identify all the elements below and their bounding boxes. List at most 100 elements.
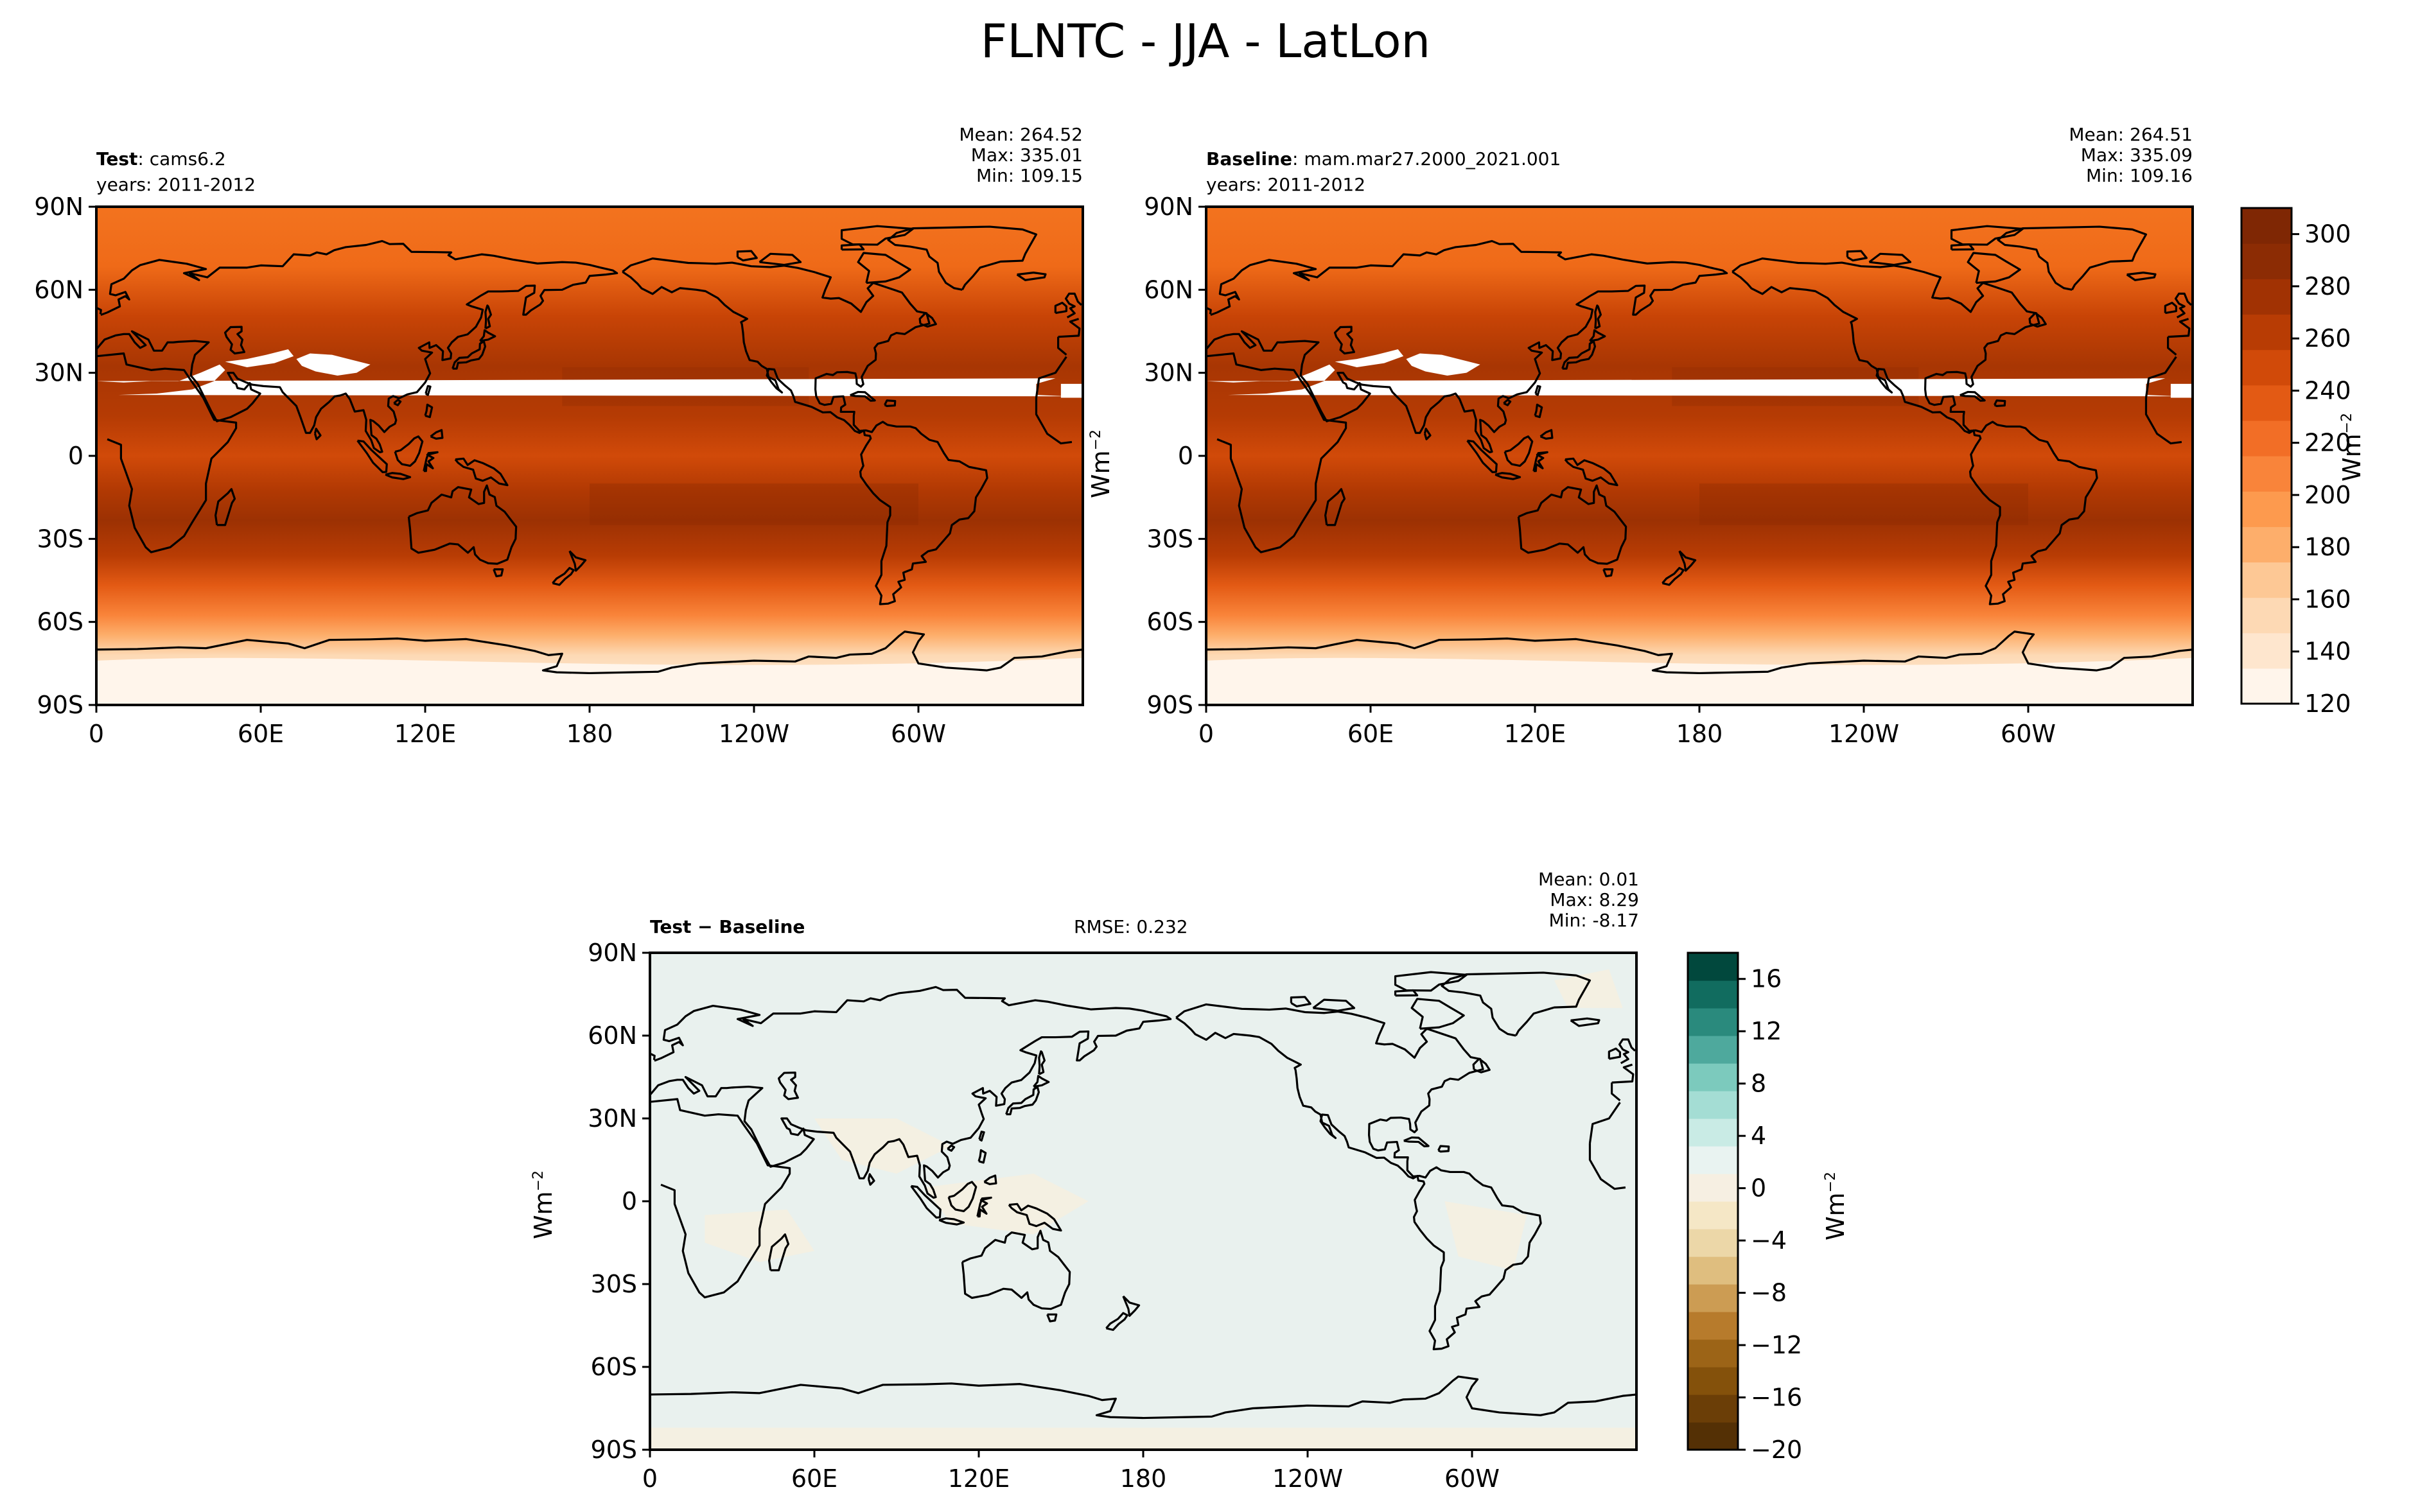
baseline-missing-patch xyxy=(1206,364,2179,397)
colorbar-top-units: Wm−2 xyxy=(2338,412,2366,482)
cbar-diff-swatch xyxy=(1688,1229,1738,1257)
cbar-top-tick-label: 200 xyxy=(2304,481,2351,509)
diff-lon-label: 120W xyxy=(1272,1464,1343,1493)
cbar-top-frame xyxy=(2240,207,2293,705)
diff-lat-label: 60N xyxy=(588,1021,637,1050)
test-lat-label: 60S xyxy=(37,608,83,636)
diff-coast-baffin xyxy=(1410,998,1465,1030)
test-coast-africa xyxy=(96,352,1073,553)
diff-coast-hokkaido xyxy=(1033,1075,1050,1088)
baseline-panel-years: years: 2011-2012 xyxy=(1206,174,1366,195)
test-coast-nz_n xyxy=(568,550,587,572)
baseline-lat-label: 60S xyxy=(1147,608,1193,636)
diff-mean: Mean: 0.01 xyxy=(1538,869,1639,890)
diff-coast-borneo xyxy=(947,1181,978,1213)
diff-coast-antarctica xyxy=(650,1375,1636,1420)
diff-coast-sulawesi xyxy=(976,1196,992,1218)
cbar-diff-tick-label: 12 xyxy=(1751,1017,1782,1045)
test-missing-patch xyxy=(225,349,294,368)
cbar-top-swatch xyxy=(2241,491,2292,527)
test-lon-label: 60E xyxy=(238,720,284,748)
baseline-coast-sulawesi xyxy=(1532,451,1548,473)
baseline-missing-patch xyxy=(2170,383,2193,398)
baseline-lat-label: 60N xyxy=(1144,275,1193,304)
test-coast-antarctica xyxy=(96,630,1083,675)
diff-coast-banks xyxy=(1290,996,1311,1008)
diff-max: Max: 8.29 xyxy=(1550,889,1639,910)
diff-coast-britain xyxy=(650,1038,1636,1064)
diff-coast-caspian xyxy=(777,1072,799,1100)
cbar-diff-tick-label: −8 xyxy=(1751,1279,1787,1307)
baseline-panel-label: Baseline: mam.mar27.2000_2021.001 xyxy=(1206,148,1561,169)
cbar-diff-tick-label: 0 xyxy=(1751,1174,1766,1203)
diff-coast-japan xyxy=(1005,1086,1040,1116)
diff-warm-patch xyxy=(1444,1201,1527,1271)
cbar-top-tick-label: 180 xyxy=(2304,533,2351,561)
diff-coast-madagascar xyxy=(768,1233,790,1272)
test-coast-caspian xyxy=(224,326,245,355)
baseline-coast-eurasia xyxy=(1206,239,2191,453)
diff-rmse: RMSE: 0.232 xyxy=(1074,916,1188,937)
diff-coast-cuba xyxy=(1403,1136,1430,1148)
diff-plot-area xyxy=(650,953,1636,1450)
cbar-diff-swatch xyxy=(1688,1146,1738,1174)
cbar-top-tick-label: 260 xyxy=(2304,324,2351,352)
cbar-top-swatch xyxy=(2241,668,2292,704)
diff-coastlines xyxy=(650,971,1636,1420)
diff-coast-hispaniola xyxy=(1437,1145,1450,1153)
diff-coast-iceland xyxy=(1570,1017,1600,1027)
cbar-top-swatch xyxy=(2241,279,2292,315)
diff-coast-victoria xyxy=(1312,998,1356,1012)
cbar-diff-swatch xyxy=(1688,1091,1738,1119)
test-lat-label: 0 xyxy=(68,442,83,470)
baseline-coast-devon xyxy=(1950,243,1975,251)
test-coast-tasmania xyxy=(493,568,504,578)
baseline-coast-hispaniola xyxy=(1994,399,2006,407)
figure-title: FLNTC - JJA - LatLon xyxy=(980,14,1431,68)
test-coast-eurasia xyxy=(96,239,1081,453)
diff-coast-americas xyxy=(1175,1003,1542,1351)
baseline-lon-label: 0 xyxy=(1198,720,1214,748)
diff-coast-srilanka xyxy=(867,1173,875,1186)
cbar-diff-tick-label: −20 xyxy=(1751,1436,1802,1464)
baseline-dark-band-south xyxy=(1699,483,2028,525)
cbar-diff-swatch xyxy=(1688,1395,1738,1423)
cbar-top-swatch xyxy=(2241,526,2292,563)
test-lon-label: 60W xyxy=(891,720,946,748)
test-coast-borneo xyxy=(394,435,424,467)
diff-lat-label: 90S xyxy=(591,1436,637,1464)
cbar-top-swatch xyxy=(2241,456,2292,492)
cbar-diff-tick-label: 8 xyxy=(1751,1070,1766,1098)
cbar-diff-swatch xyxy=(1688,1063,1738,1091)
diff-coast-ellesmere xyxy=(1394,971,1468,992)
test-lon-label: 120E xyxy=(394,720,457,748)
test-missing-patch xyxy=(296,353,371,376)
test-coast-sakhalin xyxy=(484,304,492,330)
test-coast-newguinea xyxy=(454,457,509,487)
colorbar-diff: 16 12 8 4 0 −4 −8 −12 −16 −20 xyxy=(1687,952,1802,1464)
test-coast-americas xyxy=(622,257,988,605)
baseline-coast-luzon xyxy=(1534,403,1543,419)
cbar-diff-swatch xyxy=(1688,1036,1738,1064)
diff-coast-sumatra xyxy=(910,1185,942,1219)
diff-coast-java xyxy=(938,1217,965,1226)
baseline-field-background xyxy=(1206,207,2193,705)
baseline-lat-label: 90S xyxy=(1147,691,1193,719)
baseline-coastlines xyxy=(1206,225,2193,675)
cbar-diff-swatch xyxy=(1688,1312,1738,1340)
baseline-coast-srilanka xyxy=(1423,428,1432,440)
baseline-coast-baffin xyxy=(1967,252,2021,284)
baseline-coast-newfoundland xyxy=(2028,311,2047,328)
cbar-diff-frame xyxy=(1687,952,1739,1451)
test-coast-hokkaido xyxy=(479,329,496,342)
baseline-coast-madagascar xyxy=(1324,488,1346,526)
test-antarctic-plateau xyxy=(96,657,1083,705)
cbar-diff-swatch xyxy=(1688,1201,1738,1230)
test-lat-label: 60N xyxy=(34,275,83,304)
diff-lon-label: 180 xyxy=(1120,1464,1167,1493)
baseline-max: Max: 335.09 xyxy=(2080,144,2193,166)
test-coast-ireland xyxy=(1054,301,1067,315)
baseline-coast-java xyxy=(1495,472,1521,480)
